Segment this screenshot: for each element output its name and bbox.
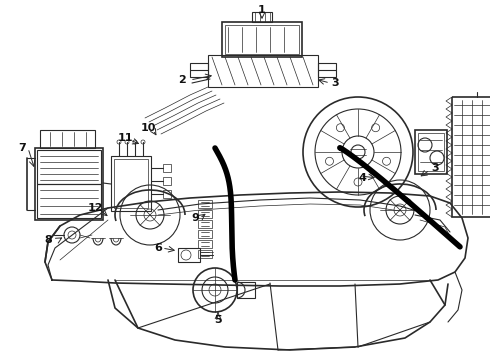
Bar [452,97,490,217]
Bar [37,184,101,218]
Text: 7: 7 [18,143,26,153]
Bar [37,150,101,184]
Text: 2: 2 [178,75,186,85]
Text: 4: 4 [358,173,366,183]
Text: 3: 3 [331,78,339,88]
Bar [415,130,447,174]
Bar [198,220,212,228]
Bar [418,133,444,171]
Bar [163,177,171,185]
Text: 1: 1 [258,5,266,15]
Bar [198,200,212,208]
Bar [111,156,151,211]
Text: 6: 6 [154,243,162,253]
Bar [40,130,95,148]
Bar [178,248,200,262]
Bar [35,148,103,220]
Bar [198,250,212,258]
Bar [318,63,336,77]
Bar [190,63,208,77]
Bar [198,230,212,238]
Bar [208,55,318,87]
Bar [163,164,171,172]
Bar [163,190,171,198]
Bar [198,210,212,218]
Text: 12: 12 [87,203,103,213]
Text: 10: 10 [140,123,156,133]
Text: 8: 8 [44,235,52,245]
Bar [225,25,299,54]
Bar [237,282,255,298]
Bar [252,12,272,22]
Text: 5: 5 [214,315,222,325]
Text: 3: 3 [431,163,439,173]
Text: 11: 11 [117,133,133,143]
Bar [222,22,302,57]
Bar [114,159,148,208]
Bar [198,240,212,248]
Text: 9: 9 [191,213,199,223]
